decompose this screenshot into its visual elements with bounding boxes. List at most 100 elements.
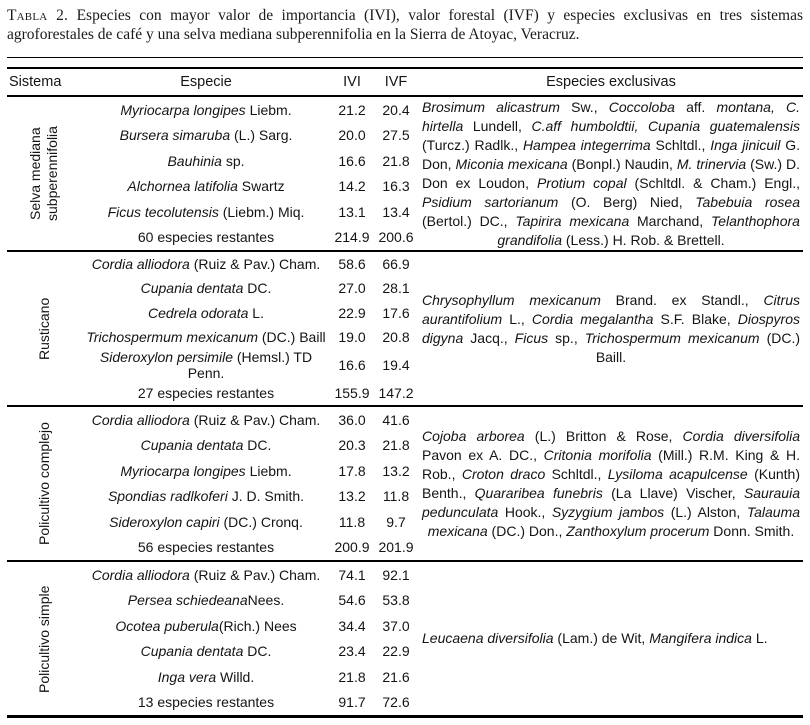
table-caption: Tabla 2. Especies con mayor valor de imp…: [7, 6, 803, 44]
group-selva-mediana-subperennifolia: Selva mediana subperennifolia Myriocarpa…: [7, 97, 803, 252]
ivf-value: 200.6: [378, 229, 414, 246]
species-authority: (Ruiz & Pav.) Cham.: [189, 411, 321, 428]
species-authority: Willd.: [216, 668, 255, 685]
species-row: Inga vera Willd. 21.8 21.6: [81, 664, 419, 690]
ivi-value: 155.9: [334, 384, 370, 401]
ivi-value: 91.7: [338, 694, 366, 711]
ivi-value: 214.9: [334, 229, 370, 246]
ivi-value: 200.9: [334, 539, 370, 556]
ivf-value: 13.2: [382, 462, 410, 479]
species-cell: Myriocarpa longipes Liebm.: [81, 102, 331, 118]
species-cell: Ficus tecolutensis (Liebm.) Miq.: [81, 204, 331, 220]
species-name: Persea schiedeana: [127, 592, 248, 609]
species-cell: Bauhinia sp.: [81, 153, 331, 169]
species-importance-table: Sistema Especie IVI IVF Especies exclusi…: [7, 67, 803, 718]
title-divider-rule: [7, 57, 803, 58]
ivf-value: 9.7: [386, 513, 406, 530]
species-name: Cupania dentata: [140, 643, 244, 660]
col-header-especies-exclusivas: Especies exclusivas: [546, 74, 676, 90]
species-authority: DC.: [243, 643, 272, 660]
species-authority: DC.: [243, 437, 272, 454]
remaining-species-row: 27 especies restantes 155.9 147.2: [81, 381, 419, 405]
species-cell: Spondias radlkoferi J. D. Smith.: [81, 488, 331, 504]
species-row: Ficus tecolutensis (Liebm.) Miq. 13.1 13…: [81, 199, 419, 225]
ivf-value: 17.6: [382, 304, 410, 321]
exclusive-species-text: Cojoba arborea (L.) Britton & Rose, Cord…: [422, 427, 801, 539]
ivi-value: 16.6: [338, 152, 366, 169]
table-header-row: Sistema Especie IVI IVF Especies exclusi…: [7, 69, 803, 97]
species-authority: Liebm.: [245, 101, 292, 118]
ivf-value: 16.3: [382, 178, 410, 195]
species-row: Cordia alliodora (Ruiz & Pav.) Cham. 36.…: [81, 407, 419, 433]
ivf-value: 201.9: [378, 539, 414, 556]
species-cell: 27 especies restantes: [81, 385, 331, 401]
species-name: Ficus tecolutensis: [107, 203, 219, 220]
species-cell: 13 especies restantes: [81, 694, 331, 710]
species-rows: Myriocarpa longipes Liebm. 21.2 20.4 Bur…: [81, 97, 419, 250]
species-cell: Sideroxylon persimile (Hemsl.) TD Penn.: [81, 349, 331, 381]
ivf-value: 147.2: [378, 384, 414, 401]
species-row: Cedrela odorata L. 22.9 17.6: [81, 300, 419, 324]
group-label-cell: Rusticano: [7, 252, 81, 405]
species-name: Cedrela odorata: [148, 304, 249, 321]
species-authority: (Ruiz & Pav.) Cham.: [189, 566, 321, 583]
ivi-value: 23.4: [338, 643, 366, 660]
group-label-cell: Policultivo simple: [7, 562, 81, 715]
ivf-value: 92.1: [382, 566, 410, 583]
species-cell: Cordia alliodora (Ruiz & Pav.) Cham.: [81, 412, 331, 428]
ivi-value: 13.2: [338, 488, 366, 505]
ivf-value: 22.9: [382, 643, 410, 660]
ivi-value: 14.2: [338, 178, 366, 195]
species-rows: Cordia alliodora (Ruiz & Pav.) Cham. 36.…: [81, 407, 419, 560]
table-caption-text: Especies con mayor valor de importancia …: [7, 7, 804, 43]
group-policultivo-simple: Policultivo simple Cordia alliodora (Rui…: [7, 562, 803, 715]
ivi-value: 58.6: [338, 256, 366, 273]
species-authority: (Ruiz & Pav.) Cham.: [189, 256, 321, 273]
group-rusticano: Rusticano Cordia alliodora (Ruiz & Pav.)…: [7, 252, 803, 407]
ivf-value: 41.6: [382, 411, 410, 428]
ivi-value: 21.8: [338, 668, 366, 685]
species-name: Cupania dentata: [140, 280, 244, 297]
ivi-value: 34.4: [338, 617, 366, 634]
species-authority: 60 especies restantes: [137, 229, 275, 246]
species-authority: Liebm.: [245, 462, 292, 479]
species-rows: Cordia alliodora (Ruiz & Pav.) Cham. 74.…: [81, 562, 419, 715]
species-row: Bursera simaruba (L.) Sarg. 20.0 27.5: [81, 123, 419, 149]
species-authority: 13 especies restantes: [137, 694, 275, 711]
species-row: Cupania dentata DC. 27.0 28.1: [81, 276, 419, 300]
table-caption-label: Tabla 2.: [7, 7, 69, 24]
species-row: Alchornea latifolia Swartz 14.2 16.3: [81, 174, 419, 200]
remaining-species-row: 56 especies restantes 200.9 201.9: [81, 535, 419, 561]
species-cell: Myriocarpa longipes Liebm.: [81, 463, 331, 479]
species-row: Bauhinia sp. 16.6 21.8: [81, 148, 419, 174]
ivf-value: 28.1: [382, 280, 410, 297]
species-cell: Cupania dentata DC.: [81, 437, 331, 453]
species-cell: Ocotea puberula(Rich.) Nees: [81, 618, 331, 634]
species-row: Sideroxylon capiri (DC.) Cronq. 11.8 9.7: [81, 509, 419, 535]
species-name: Cordia alliodora: [91, 256, 190, 273]
species-authority: (Liebm.) Miq.: [218, 203, 305, 220]
col-header-sistema: Sistema: [9, 74, 62, 90]
species-authority: 27 especies restantes: [137, 384, 275, 401]
exclusive-species-text: Chrysophyllum mexicanum Brand. ex Standl…: [422, 291, 801, 365]
species-cell: Cordia alliodora (Ruiz & Pav.) Cham.: [81, 567, 331, 583]
col-header-ivf: IVF: [384, 74, 408, 90]
species-authority: Nees.: [247, 592, 285, 609]
species-name: Spondias radlkoferi: [107, 488, 228, 505]
species-name: Sideroxylon capiri: [109, 513, 220, 530]
species-row: Cupania dentata DC. 20.3 21.8: [81, 433, 419, 459]
species-authority: sp.: [221, 152, 245, 169]
species-row: Trichospermum mexicanum (DC.) Baill 19.0…: [81, 325, 419, 349]
ivi-value: 19.0: [338, 328, 366, 345]
species-cell: Cupania dentata DC.: [81, 280, 331, 296]
ivf-value: 21.8: [382, 437, 410, 454]
ivf-value: 19.4: [382, 356, 410, 373]
species-row: Cordia alliodora (Ruiz & Pav.) Cham. 74.…: [81, 562, 419, 588]
ivi-value: 13.1: [338, 203, 366, 220]
ivi-value: 21.2: [338, 101, 366, 118]
group-label-cell: Selva mediana subperennifolia: [7, 97, 81, 250]
ivf-value: 21.6: [382, 668, 410, 685]
species-authority: (Rich.) Nees: [218, 617, 297, 634]
col-header-especie: Especie: [180, 74, 232, 90]
species-authority: (DC.) Cronq.: [219, 513, 303, 530]
